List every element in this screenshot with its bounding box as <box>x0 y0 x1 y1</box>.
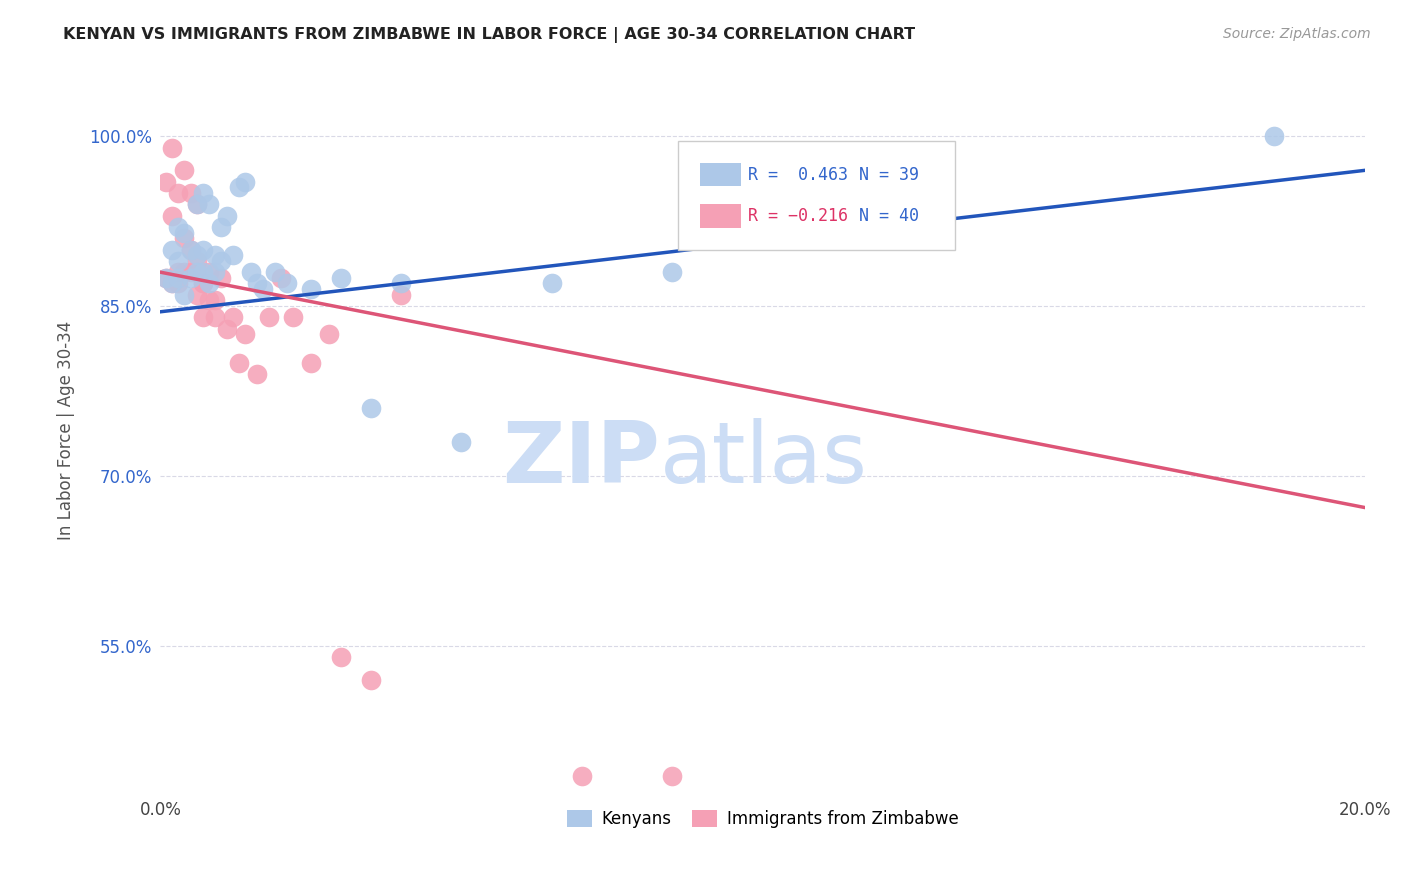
Point <box>228 180 250 194</box>
Point <box>318 327 340 342</box>
Point <box>360 673 382 687</box>
Point <box>197 265 219 279</box>
Point <box>204 310 226 325</box>
Point <box>389 277 412 291</box>
Point <box>167 277 190 291</box>
Point <box>221 310 243 325</box>
Point <box>167 219 190 234</box>
Text: atlas: atlas <box>661 418 869 501</box>
Point <box>173 163 195 178</box>
Point <box>162 277 184 291</box>
Point <box>197 293 219 308</box>
Point <box>270 270 292 285</box>
Point <box>162 243 184 257</box>
Point <box>162 277 184 291</box>
Point <box>173 231 195 245</box>
Point <box>162 209 184 223</box>
Point <box>257 310 280 325</box>
Point <box>246 277 269 291</box>
Point <box>661 769 683 783</box>
Point <box>186 288 208 302</box>
Point <box>215 209 238 223</box>
Point <box>186 253 208 268</box>
Point <box>191 186 214 200</box>
Point <box>186 197 208 211</box>
Point <box>204 248 226 262</box>
FancyBboxPatch shape <box>700 163 741 186</box>
Point <box>191 243 214 257</box>
Point <box>155 175 177 189</box>
Point <box>179 243 201 257</box>
Point <box>299 356 322 370</box>
Point <box>281 310 304 325</box>
Y-axis label: In Labor Force | Age 30-34: In Labor Force | Age 30-34 <box>58 321 75 541</box>
Point <box>276 277 298 291</box>
Point <box>191 265 214 279</box>
Point <box>263 265 285 279</box>
Point <box>191 277 214 291</box>
Point <box>450 434 472 449</box>
Point <box>661 265 683 279</box>
Point <box>571 769 593 783</box>
FancyBboxPatch shape <box>678 141 955 250</box>
Point <box>360 401 382 415</box>
Point <box>330 649 353 664</box>
Point <box>167 186 190 200</box>
Point <box>233 175 256 189</box>
Text: N = 39: N = 39 <box>859 166 920 184</box>
Text: N = 40: N = 40 <box>859 207 920 225</box>
Point <box>209 219 232 234</box>
Point <box>179 270 201 285</box>
Point <box>197 277 219 291</box>
Point <box>215 322 238 336</box>
Point <box>167 253 190 268</box>
FancyBboxPatch shape <box>700 204 741 227</box>
Text: R = −0.216: R = −0.216 <box>748 207 848 225</box>
Point <box>179 186 201 200</box>
Point <box>162 141 184 155</box>
Point <box>186 248 208 262</box>
Point <box>389 288 412 302</box>
Text: ZIP: ZIP <box>502 418 661 501</box>
Point <box>191 277 214 291</box>
Point <box>299 282 322 296</box>
Point <box>239 265 262 279</box>
Point <box>186 197 208 211</box>
Point <box>330 270 353 285</box>
Point <box>155 270 177 285</box>
Point <box>186 265 208 279</box>
Point <box>209 270 232 285</box>
Point <box>204 293 226 308</box>
Text: KENYAN VS IMMIGRANTS FROM ZIMBABWE IN LABOR FORCE | AGE 30-34 CORRELATION CHART: KENYAN VS IMMIGRANTS FROM ZIMBABWE IN LA… <box>63 27 915 43</box>
Point <box>155 270 177 285</box>
Point <box>233 327 256 342</box>
Point <box>252 282 274 296</box>
Point <box>191 310 214 325</box>
Point <box>228 356 250 370</box>
Point <box>167 270 190 285</box>
Point <box>173 288 195 302</box>
Point <box>221 248 243 262</box>
Legend: Kenyans, Immigrants from Zimbabwe: Kenyans, Immigrants from Zimbabwe <box>560 804 965 835</box>
Point <box>179 243 201 257</box>
Point <box>197 197 219 211</box>
Point <box>540 277 562 291</box>
Point <box>204 265 226 279</box>
Text: Source: ZipAtlas.com: Source: ZipAtlas.com <box>1223 27 1371 41</box>
Point <box>1263 129 1285 144</box>
Point <box>179 265 201 279</box>
Point <box>209 253 232 268</box>
Point <box>246 367 269 381</box>
Text: R =  0.463: R = 0.463 <box>748 166 848 184</box>
Point <box>173 226 195 240</box>
Point <box>173 265 195 279</box>
Point <box>167 265 190 279</box>
